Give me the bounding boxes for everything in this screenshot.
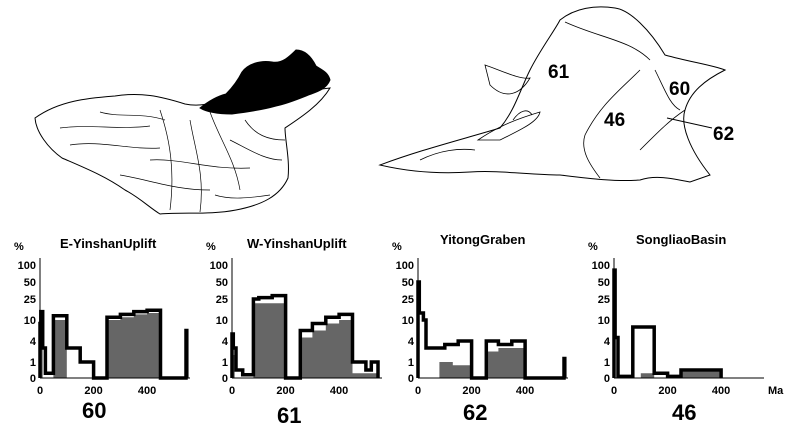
y-tick-label: 4 [30, 336, 37, 348]
y-tick-label: 0 [30, 373, 36, 385]
x-axis-unit: Ma [768, 385, 784, 397]
histogram-fill [40, 313, 161, 378]
y-tick-label: 50 [24, 277, 36, 289]
x-tick-label: 400 [516, 385, 534, 397]
northeast-highlight [199, 49, 331, 115]
region-label-61: 61 [548, 62, 570, 83]
x-tick-label: 0 [37, 385, 43, 397]
y-axis-label: % [206, 241, 216, 253]
china-map [34, 49, 331, 215]
y-tick-label: 100 [18, 260, 36, 272]
y-tick-label: 25 [598, 294, 610, 306]
y-tick-label: 1 [604, 357, 610, 369]
y-tick-label: 1 [222, 357, 228, 369]
chart-caption: 62 [463, 400, 487, 425]
region-border [419, 21, 686, 179]
y-tick-label: 100 [396, 260, 414, 272]
china-outline [34, 87, 331, 215]
histogram-outline [416, 280, 567, 380]
x-tick-label: 0 [415, 385, 421, 397]
x-tick-label: 0 [611, 385, 617, 397]
y-tick-label: 50 [402, 277, 414, 289]
y-tick-label: 25 [216, 294, 228, 306]
histogram-fill [232, 303, 378, 378]
province-border [59, 109, 286, 213]
y-tick-label: 0 [222, 373, 228, 385]
y-tick-label: 100 [592, 260, 610, 272]
x-tick-label: 200 [276, 385, 294, 397]
region-label-62: 62 [713, 124, 734, 145]
y-tick-label: 100 [210, 260, 228, 272]
region-map [378, 6, 727, 183]
y-tick-label: 25 [24, 294, 36, 306]
y-tick-label: 4 [408, 336, 415, 348]
y-tick-label: 50 [216, 277, 228, 289]
histogram-fill [640, 371, 722, 378]
x-tick-label: 200 [658, 385, 676, 397]
histogram-fill [439, 348, 526, 378]
chart-caption: 46 [672, 400, 696, 425]
region-62-pointer [666, 117, 713, 129]
y-tick-label: 10 [216, 315, 228, 327]
x-tick-label: 200 [462, 385, 480, 397]
x-tick-label: 0 [229, 385, 235, 397]
y-tick-label: 1 [408, 357, 414, 369]
y-tick-label: 25 [402, 294, 414, 306]
y-axis-label: % [588, 241, 598, 253]
chart-caption: 61 [277, 403, 301, 426]
region-outline [378, 6, 727, 183]
chart-caption: 60 [82, 398, 106, 423]
y-tick-label: 0 [604, 373, 610, 385]
y-tick-label: 10 [598, 315, 610, 327]
chart-title: YitongGraben [440, 232, 526, 247]
region-label-46: 46 [604, 110, 625, 131]
x-tick-label: 400 [330, 385, 348, 397]
y-tick-label: 4 [604, 336, 611, 348]
y-tick-label: 10 [402, 315, 414, 327]
x-tick-label: 400 [138, 385, 156, 397]
chart-title: SongliaoBasin [636, 232, 726, 247]
histogram-outline [38, 308, 189, 380]
y-tick-label: 50 [598, 277, 610, 289]
histogram-outline [612, 268, 723, 379]
y-axis-label: % [14, 241, 24, 253]
region-label-60: 60 [669, 79, 690, 100]
chart-title: E-YinshanUplift [60, 236, 157, 251]
x-tick-label: 200 [84, 385, 102, 397]
y-tick-label: 4 [222, 336, 229, 348]
y-tick-label: 0 [408, 373, 414, 385]
y-tick-label: 1 [30, 357, 36, 369]
y-axis-label: % [392, 241, 402, 253]
x-tick-label: 400 [712, 385, 730, 397]
chart-title: W-YinshanUplift [247, 236, 347, 251]
y-tick-label: 10 [24, 315, 36, 327]
